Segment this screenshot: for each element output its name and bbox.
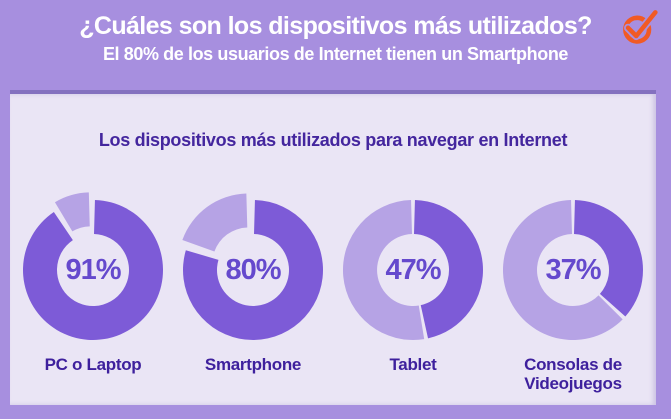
donut-chart: 37% <box>494 191 652 349</box>
donut-device-label: PC o Laptop <box>44 355 142 374</box>
donut-ring <box>502 200 643 341</box>
header: ¿Cuáles son los dispositivos más utiliza… <box>0 0 671 90</box>
donut-pc-o-laptop: 91% PC o Laptop <box>14 191 172 393</box>
donut-chart: 80% <box>174 191 332 349</box>
donut-consolas: 37% Consolas de Videojuegos <box>494 191 652 393</box>
donut-ring <box>182 193 324 341</box>
donut-ring <box>23 192 164 341</box>
donut-device-label: Tablet <box>389 355 437 374</box>
page-subtitle: El 80% de los usuarios de Internet tiene… <box>102 44 569 64</box>
brand-logo <box>619 6 660 46</box>
donut-tablet: 47% Tablet <box>334 191 492 393</box>
check-circle-icon <box>619 8 660 50</box>
chart-card: Los dispositivos más utilizados para nav… <box>10 90 656 405</box>
donut-chart-row: 91% PC o Laptop 80% Smartphone 47% Table… <box>14 191 652 393</box>
donut-device-label: Smartphone <box>204 355 302 374</box>
chart-title: Los dispositivos más utilizados para nav… <box>98 130 568 150</box>
donut-chart: 47% <box>334 191 492 349</box>
page-title: ¿Cuáles son los dispositivos más utiliza… <box>79 12 592 40</box>
donut-chart: 91% <box>14 191 172 349</box>
donut-device-label: Consolas de Videojuegos <box>524 355 622 394</box>
donut-smartphone: 80% Smartphone <box>174 191 332 393</box>
donut-ring <box>342 200 483 341</box>
